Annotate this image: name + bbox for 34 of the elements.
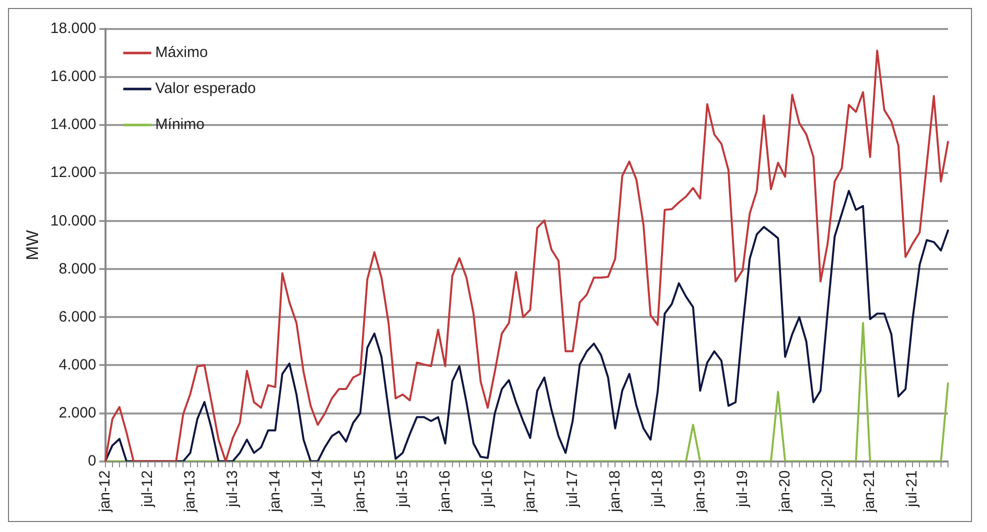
x-tick-label: jan-20 <box>776 470 794 514</box>
y-tick-label: 12.000 <box>50 164 96 182</box>
y-tick-label: 8.000 <box>58 260 96 278</box>
y-tick-label: 0 <box>88 452 96 470</box>
x-tick-label: jul-20 <box>818 470 836 508</box>
x-tick-label: jan-15 <box>351 470 368 514</box>
x-tick-label: jan-12 <box>96 470 114 514</box>
x-tick-label: jul-16 <box>478 470 496 508</box>
y-tick-label: 10.000 <box>50 212 96 230</box>
x-tick-label: jul-12 <box>138 470 156 508</box>
x-tick-label: jul-15 <box>394 470 411 508</box>
y-tick-label: 2.000 <box>58 404 96 422</box>
x-tick-label: jan-18 <box>606 470 624 514</box>
x-tick-label: jul-18 <box>648 470 666 508</box>
legend-label: Valor esperado <box>155 80 256 98</box>
x-tick-label: jul-14 <box>308 470 326 508</box>
y-tick-label: 4.000 <box>58 356 96 374</box>
y-axis-title: MW <box>22 230 42 260</box>
x-tick-label: jul-19 <box>734 470 751 508</box>
x-tick-label: jan-16 <box>436 470 454 514</box>
x-tick-label: jul-21 <box>904 470 921 508</box>
legend-label: Máximo <box>155 44 208 62</box>
x-tick-label: jan-13 <box>181 470 198 514</box>
legend-label: Mínimo <box>155 116 204 134</box>
x-tick-label: jul-13 <box>224 470 241 508</box>
x-tick-label: jan-14 <box>266 470 284 514</box>
y-tick-label: 16.000 <box>50 68 96 86</box>
x-tick-label: jul-17 <box>564 470 581 508</box>
y-tick-label: 18.000 <box>50 20 96 38</box>
x-tick-label: jan-17 <box>521 470 538 514</box>
x-tick-label: jan-19 <box>691 470 708 514</box>
y-tick-label: 14.000 <box>50 116 96 134</box>
y-tick-label: 6.000 <box>58 308 96 326</box>
x-tick-label: jan-21 <box>861 470 878 514</box>
